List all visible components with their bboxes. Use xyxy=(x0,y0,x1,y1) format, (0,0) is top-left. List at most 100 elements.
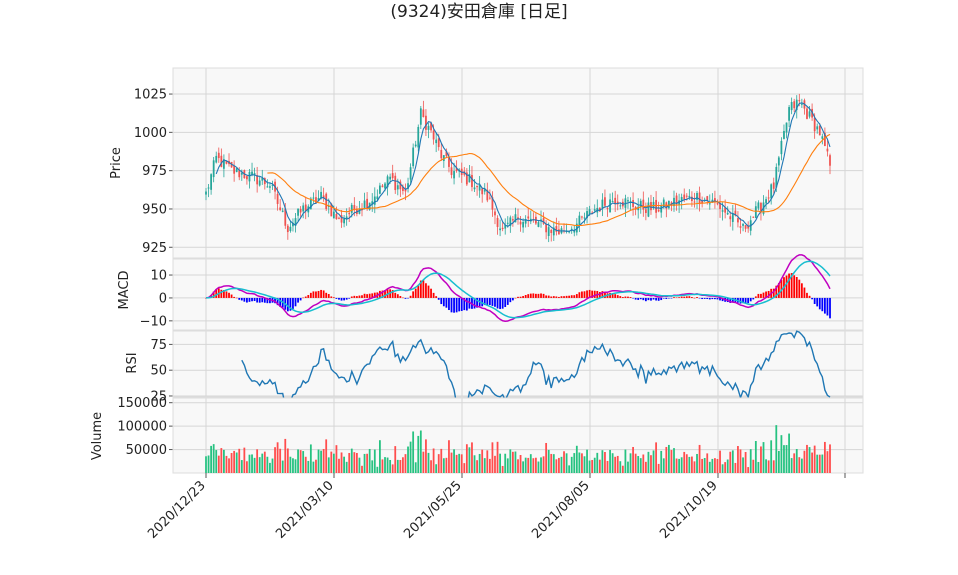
macd-histogram-bar xyxy=(729,297,732,303)
volume-bar xyxy=(552,454,555,473)
macd-histogram-bar xyxy=(780,279,783,298)
macd-histogram-bar xyxy=(348,297,351,299)
volume-bar xyxy=(575,445,578,473)
volume-bar xyxy=(412,431,415,473)
rsi-tick-label: 75 xyxy=(150,338,167,353)
macd-histogram-bar xyxy=(634,297,637,300)
candle-body xyxy=(404,189,407,192)
macd-histogram-bar xyxy=(391,290,394,298)
volume-bar xyxy=(355,452,358,473)
candle-body xyxy=(325,193,328,210)
macd-histogram-bar xyxy=(345,297,348,300)
candle-body xyxy=(614,197,617,204)
price-tick-label: 975 xyxy=(142,164,167,179)
volume-bar xyxy=(399,460,402,473)
volume-bar xyxy=(708,461,711,473)
candle-body xyxy=(453,171,455,179)
candle-body xyxy=(540,219,542,221)
macd-histogram-bar xyxy=(583,291,586,298)
macd-histogram-bar xyxy=(307,295,310,298)
volume-bar xyxy=(384,457,386,473)
volume-bar xyxy=(215,450,218,473)
candle-body xyxy=(691,196,693,202)
volume-bar xyxy=(550,453,553,473)
macd-histogram-bar xyxy=(488,297,491,305)
price-tick-label: 950 xyxy=(142,202,167,217)
candle-body xyxy=(292,222,294,227)
macd-histogram-bar xyxy=(803,287,806,298)
volume-bar xyxy=(662,458,665,473)
macd-histogram-bar xyxy=(496,297,499,309)
volume-bar xyxy=(670,450,673,473)
candle-body xyxy=(604,197,606,206)
macd-signal-line xyxy=(205,260,831,319)
macd-histogram-bar xyxy=(325,292,328,298)
volume-bar xyxy=(233,450,236,473)
macd-histogram-bar xyxy=(550,296,553,298)
volume-bar xyxy=(616,455,619,473)
macd-histogram-bar xyxy=(581,291,583,298)
macd-histogram-bar xyxy=(519,296,522,298)
macd-histogram-bar xyxy=(435,296,438,298)
candle-body xyxy=(775,166,778,188)
macd-histogram-bar xyxy=(683,296,686,298)
candle-body xyxy=(785,122,788,133)
candle-body xyxy=(619,205,622,207)
volume-bar xyxy=(269,462,271,473)
candle-body xyxy=(261,177,264,181)
macd-histogram-bar xyxy=(701,297,704,300)
macd-histogram-bar xyxy=(793,275,796,298)
candle-body xyxy=(667,200,670,209)
macd-histogram-bar xyxy=(813,297,816,304)
macd-histogram-bar xyxy=(621,297,624,298)
candle-body xyxy=(601,199,604,208)
candle-body xyxy=(627,200,629,202)
volume-bar xyxy=(312,461,315,473)
macd-histogram-bar xyxy=(775,285,778,298)
candle-body xyxy=(780,140,783,155)
macd-histogram-bar xyxy=(225,291,228,298)
x-tick-label: 2021/10/19 xyxy=(657,478,721,542)
candle-body xyxy=(322,195,325,198)
candle-body xyxy=(335,213,338,220)
candle-body xyxy=(494,211,496,216)
macd-histogram-bar xyxy=(205,297,207,299)
macd-axis-label: MACD xyxy=(117,271,132,310)
candle-body xyxy=(647,202,650,217)
macd-histogram-bar xyxy=(417,284,420,298)
macd-histogram-bar xyxy=(673,297,675,298)
volume-bar xyxy=(417,435,420,473)
volume-bar xyxy=(455,454,458,473)
macd-histogram-bar xyxy=(409,295,412,298)
candle-body xyxy=(212,160,215,178)
volume-bar xyxy=(624,449,627,473)
macd-histogram-bar xyxy=(685,296,688,298)
volume-tick-label: 50000 xyxy=(126,443,167,458)
candle-body xyxy=(440,149,443,159)
macd-histogram-bar xyxy=(240,297,243,301)
candle-body xyxy=(588,209,591,215)
candle-body xyxy=(708,203,711,205)
macd-histogram-bar xyxy=(453,297,455,313)
macd-histogram-bar xyxy=(816,297,819,307)
macd-histogram-bar xyxy=(384,290,386,298)
candle-body xyxy=(248,172,251,182)
volume-bar xyxy=(568,465,571,473)
macd-histogram-bar xyxy=(253,297,256,302)
volume-bar xyxy=(537,461,540,473)
macd-histogram-bar xyxy=(486,297,489,306)
macd-histogram-bar xyxy=(693,297,696,299)
candle-body xyxy=(468,174,471,183)
candle-body xyxy=(279,207,282,210)
volume-bar xyxy=(811,452,813,473)
macd-histogram-bar xyxy=(624,296,627,298)
volume-bar xyxy=(637,456,640,473)
candle-body xyxy=(698,192,701,205)
volume-bar xyxy=(361,465,363,473)
volume-bar xyxy=(371,460,374,473)
rsi-axis-label: RSI xyxy=(125,352,140,373)
candle-body xyxy=(338,217,340,219)
volume-bar xyxy=(770,440,773,473)
candle-body xyxy=(386,176,389,188)
volume-bar xyxy=(818,454,821,473)
